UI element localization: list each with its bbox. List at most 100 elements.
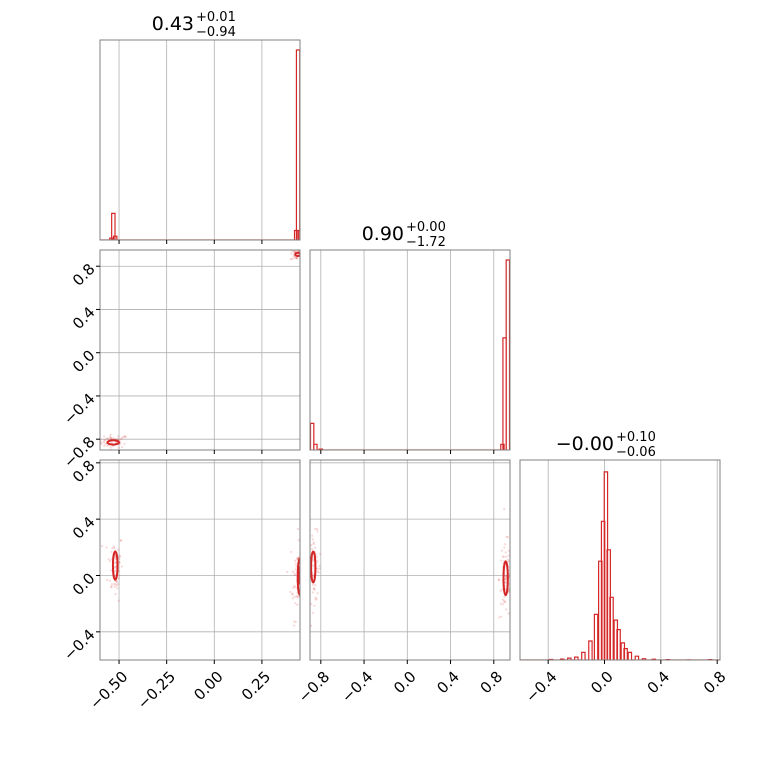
y-tick-label: 0.4 (69, 513, 99, 543)
scatter-point (292, 255, 295, 258)
y-tick-label: 0.4 (69, 303, 99, 333)
scatter-point (290, 550, 293, 554)
scatter-point (312, 559, 315, 562)
scatter-point (296, 557, 299, 560)
scatter-point (511, 584, 513, 586)
scatter-point (294, 559, 297, 562)
scatter-point (504, 575, 508, 578)
scatter-point (304, 254, 306, 256)
scatter-point (113, 546, 116, 550)
scatter-point (294, 562, 297, 565)
scatter-point (300, 249, 302, 251)
scatter-point (291, 570, 295, 573)
scatter-point (507, 554, 510, 557)
scatter-point (100, 545, 104, 548)
scatter-point (301, 251, 303, 253)
scatter-point (497, 578, 501, 581)
panel-title-minus: −1.72 (406, 235, 446, 250)
scatter-point (503, 546, 506, 549)
scatter-point (302, 568, 304, 570)
scatter-point (294, 620, 297, 624)
scatter-point (498, 616, 501, 619)
scatter-point (120, 437, 123, 440)
scatter-point (115, 584, 118, 587)
scatter-point (113, 582, 116, 586)
scatter-point (110, 583, 113, 586)
scatter-point (316, 570, 319, 573)
scatter-point (507, 612, 510, 615)
scatter-point (314, 584, 317, 587)
scatter-point (502, 555, 505, 558)
scatter-point (301, 255, 303, 257)
scatter-point (303, 250, 305, 252)
scatter-point (507, 589, 510, 593)
scatter-point (291, 257, 294, 260)
scatter-point (313, 588, 316, 591)
scatter-point (123, 442, 126, 445)
scatter-point (113, 565, 117, 568)
scatter-point (499, 590, 502, 593)
scatter-point (296, 557, 299, 560)
scatter-point (103, 444, 106, 447)
scatter-point (104, 439, 107, 442)
scatter-point (293, 572, 296, 575)
scatter-point (316, 530, 319, 533)
scatter-point (112, 545, 115, 548)
scatter-point (505, 608, 508, 611)
scatter-point (103, 435, 106, 438)
scatter-point (105, 437, 108, 440)
scatter-point (124, 435, 127, 438)
scatter-point (497, 578, 500, 582)
scatter-point (314, 527, 317, 531)
x-tick-label: −0.50 (86, 668, 131, 713)
panel-title-value: 0.43 (152, 13, 194, 35)
scatter-point (297, 596, 300, 599)
scatter-point (301, 581, 303, 583)
scatter-point (114, 593, 117, 596)
scatter-point (289, 590, 292, 594)
scatter-point (112, 445, 115, 448)
scatter-point (117, 446, 120, 450)
scatter-point (310, 603, 313, 606)
histogram-panel-1: 0.43 +0.01−0.94 (99, 10, 301, 244)
scatter-point (100, 442, 103, 446)
panel-title-minus: −0.94 (196, 25, 236, 40)
density-contour (106, 439, 121, 446)
scatter-point (304, 584, 306, 586)
panel-frame (99, 459, 301, 661)
scatter-point (313, 604, 316, 607)
scatter-point (114, 556, 117, 559)
scatter-point (302, 256, 304, 258)
scatter-point (314, 546, 317, 549)
scatter-point (504, 574, 507, 578)
scatter-point (501, 598, 504, 601)
scatter-point (109, 446, 112, 449)
scatter-points (100, 249, 306, 450)
scatter-point (507, 559, 510, 563)
scatter-point (304, 603, 306, 605)
scatter-point (120, 446, 124, 449)
scatter-point (117, 561, 121, 564)
panel-title-value: 0.90 (362, 223, 404, 245)
scatter-point (111, 547, 114, 550)
scatter-point (295, 256, 298, 260)
histogram-panel-2: 0.90 +0.00−1.72 (309, 220, 511, 454)
scatter-point (108, 560, 112, 563)
scatter-point (316, 528, 319, 531)
scatter-point (308, 582, 310, 584)
scatter-point (295, 565, 298, 568)
scatter-point (507, 590, 510, 594)
scatter-point (291, 593, 294, 596)
scatter-point (293, 584, 296, 587)
scatter-point (104, 442, 107, 446)
scatter-point (310, 624, 313, 627)
scatter-point (293, 620, 296, 623)
x-tick-label: 0.8 (700, 668, 730, 698)
scatter-point (113, 585, 116, 588)
scatter-point (297, 556, 300, 559)
histogram-line (310, 259, 510, 450)
scatter-point (123, 435, 126, 438)
scatter-point (312, 541, 315, 544)
scatter-point (503, 508, 506, 511)
